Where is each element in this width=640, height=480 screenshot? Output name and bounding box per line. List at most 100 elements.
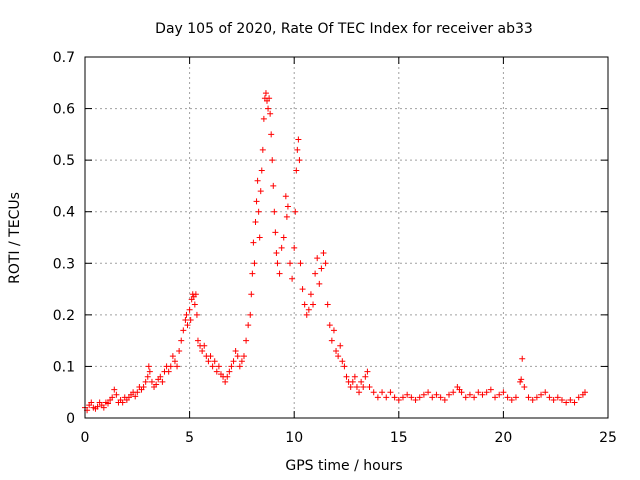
data-point <box>283 213 290 220</box>
data-point <box>167 363 174 370</box>
data-point <box>558 396 565 403</box>
data-point <box>282 193 289 200</box>
data-point <box>462 394 469 401</box>
data-point <box>383 394 390 401</box>
data-point <box>310 301 317 308</box>
y-tick-label: 0.5 <box>53 153 75 169</box>
data-point <box>240 353 247 360</box>
data-point <box>408 394 415 401</box>
data-point <box>276 270 283 277</box>
data-point <box>307 291 314 298</box>
data-point <box>256 234 263 241</box>
grid-lines <box>85 57 608 418</box>
data-point <box>362 373 369 380</box>
data-point <box>271 208 278 215</box>
data-point <box>257 188 264 195</box>
data-point <box>266 95 273 102</box>
data-point <box>145 363 152 370</box>
data-point <box>157 373 164 380</box>
data-point <box>119 399 126 406</box>
data-point <box>184 322 191 329</box>
x-tick-label: 15 <box>390 430 408 446</box>
y-tick-label: 0.7 <box>53 50 75 66</box>
data-point <box>268 131 275 138</box>
data-point <box>337 342 344 349</box>
data-point <box>297 260 304 267</box>
data-point <box>94 403 101 410</box>
data-point <box>273 249 280 256</box>
x-tick-label: 20 <box>494 430 512 446</box>
data-point <box>519 355 526 362</box>
data-point <box>238 358 245 365</box>
data-point <box>301 301 308 308</box>
data-point <box>335 353 342 360</box>
data-point <box>356 389 363 396</box>
data-point <box>187 317 194 324</box>
chart-title: Day 105 of 2020, Rate Of TEC Index for r… <box>155 21 533 37</box>
data-point <box>437 394 444 401</box>
x-tick-label: 25 <box>599 430 617 446</box>
data-point <box>425 389 432 396</box>
data-point <box>563 399 570 406</box>
data-point <box>111 386 118 393</box>
data-point <box>178 337 185 344</box>
data-point <box>326 322 333 329</box>
data-point <box>379 389 386 396</box>
data-point <box>205 358 212 365</box>
data-point <box>267 110 274 117</box>
data-point <box>211 358 218 365</box>
data-point <box>343 373 350 380</box>
data-point <box>446 391 453 398</box>
data-point <box>159 378 166 385</box>
data-point <box>416 394 423 401</box>
data-point <box>333 347 340 354</box>
data-point <box>100 404 107 411</box>
data-point <box>370 389 377 396</box>
y-tick-label: 0.3 <box>53 256 75 272</box>
data-point <box>199 347 206 354</box>
data-point <box>251 260 258 267</box>
data-point <box>353 384 360 391</box>
data-point <box>492 394 499 401</box>
data-point <box>182 317 189 324</box>
data-point <box>293 167 300 174</box>
data-point <box>318 265 325 272</box>
data-point <box>322 260 329 267</box>
y-axis-label: ROTI / TECUs <box>7 192 23 284</box>
data-point <box>258 167 265 174</box>
data-point <box>226 368 233 375</box>
data-point <box>144 373 151 380</box>
data-point <box>358 378 365 385</box>
data-point <box>294 146 301 153</box>
data-point <box>252 219 259 226</box>
data-point <box>420 391 427 398</box>
data-point <box>265 105 272 112</box>
data-point <box>508 396 515 403</box>
data-points <box>82 90 588 414</box>
data-point <box>571 399 578 406</box>
data-point <box>232 347 239 354</box>
x-axis-label: GPS time / hours <box>285 458 402 474</box>
y-tick-label: 0.1 <box>53 359 75 375</box>
data-point <box>517 378 524 385</box>
data-point <box>213 368 220 375</box>
data-point <box>305 306 312 313</box>
data-point <box>280 234 287 241</box>
data-point <box>186 306 193 313</box>
data-point <box>538 391 545 398</box>
data-point <box>324 301 331 308</box>
axis-ticks: 0 5 10 15 20 25 0 0.1 0.2 0.3 0.4 0.5 0.6 0.7 <box>53 50 617 446</box>
data-point <box>113 391 120 398</box>
data-point <box>295 136 302 143</box>
data-point <box>194 337 201 344</box>
data-point <box>146 368 153 375</box>
data-point <box>296 157 303 164</box>
data-point <box>153 381 160 388</box>
data-point <box>299 286 306 293</box>
data-point <box>278 244 285 251</box>
data-point <box>169 353 176 360</box>
data-point <box>142 378 149 385</box>
data-point <box>496 391 503 398</box>
data-point <box>236 363 243 370</box>
data-point <box>201 342 208 349</box>
